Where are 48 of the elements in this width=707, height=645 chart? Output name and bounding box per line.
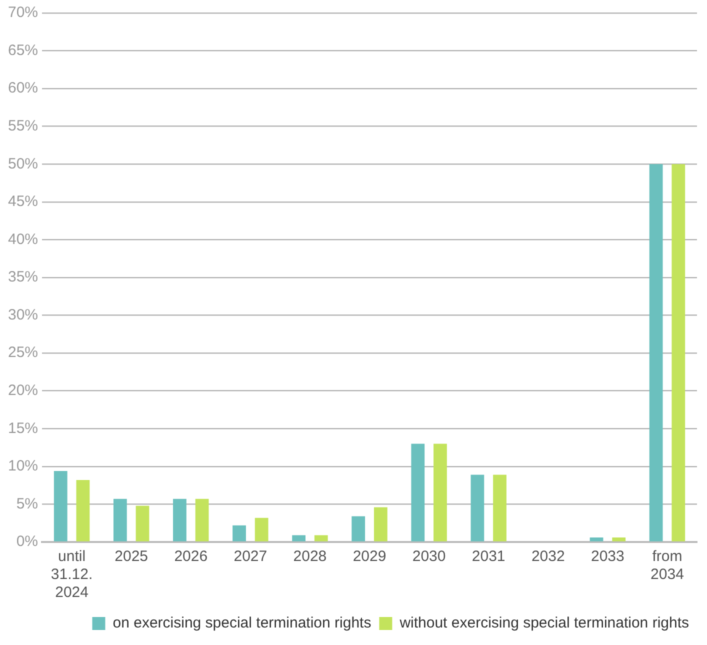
y-tick-label: 65% [8,42,38,59]
bar [314,535,328,542]
bar [590,537,604,542]
bar [612,537,626,542]
y-tick-label: 25% [8,344,38,362]
bar [672,164,686,542]
x-tick-label: 2028 [293,548,327,566]
bar [254,518,268,542]
x-tick-label: 2026 [174,548,208,566]
x-tick-label: until 31.12. 2024 [50,548,93,602]
y-tick-label: 5% [16,495,38,512]
x-tick-label: from 2034 [650,548,684,584]
x-tick-label: 2033 [590,548,624,566]
bar [352,516,366,542]
bar [232,525,246,542]
legend-label: without exercising special termination rights [398,614,690,632]
bar [136,506,150,542]
bar [113,498,127,542]
bar [493,474,506,542]
y-tick-label: 50% [8,155,38,172]
y-tick-label: 35% [8,268,38,286]
bar [195,498,209,542]
y-tick-label: 40% [8,230,38,248]
bar [76,480,90,542]
x-tick-label: 2031 [472,548,506,566]
y-tick-label: 10% [8,458,38,475]
y-tick-label: 15% [8,420,38,437]
bar [470,474,484,542]
bar [374,507,388,542]
legend-label: on exercising special termination rights [112,614,372,632]
y-tick-label: 0% [16,533,38,550]
bar [173,498,186,542]
x-tick-label: 2025 [114,548,148,566]
bar [54,470,68,542]
y-tick-label: 60% [8,80,38,97]
x-tick-label: 2027 [234,548,268,566]
x-tick-label: 2032 [531,548,565,566]
bar [434,444,447,542]
y-tick-label: 20% [8,382,38,399]
bar [411,444,425,542]
bar [292,535,306,542]
x-tick-label: 2030 [412,548,446,566]
bar [649,164,663,542]
x-tick-label: 2029 [352,548,386,566]
y-tick-label: 30% [8,306,38,324]
y-tick-label: 55% [8,118,38,134]
y-tick-label: 70% [8,4,38,22]
y-tick-label: 45% [8,193,38,210]
